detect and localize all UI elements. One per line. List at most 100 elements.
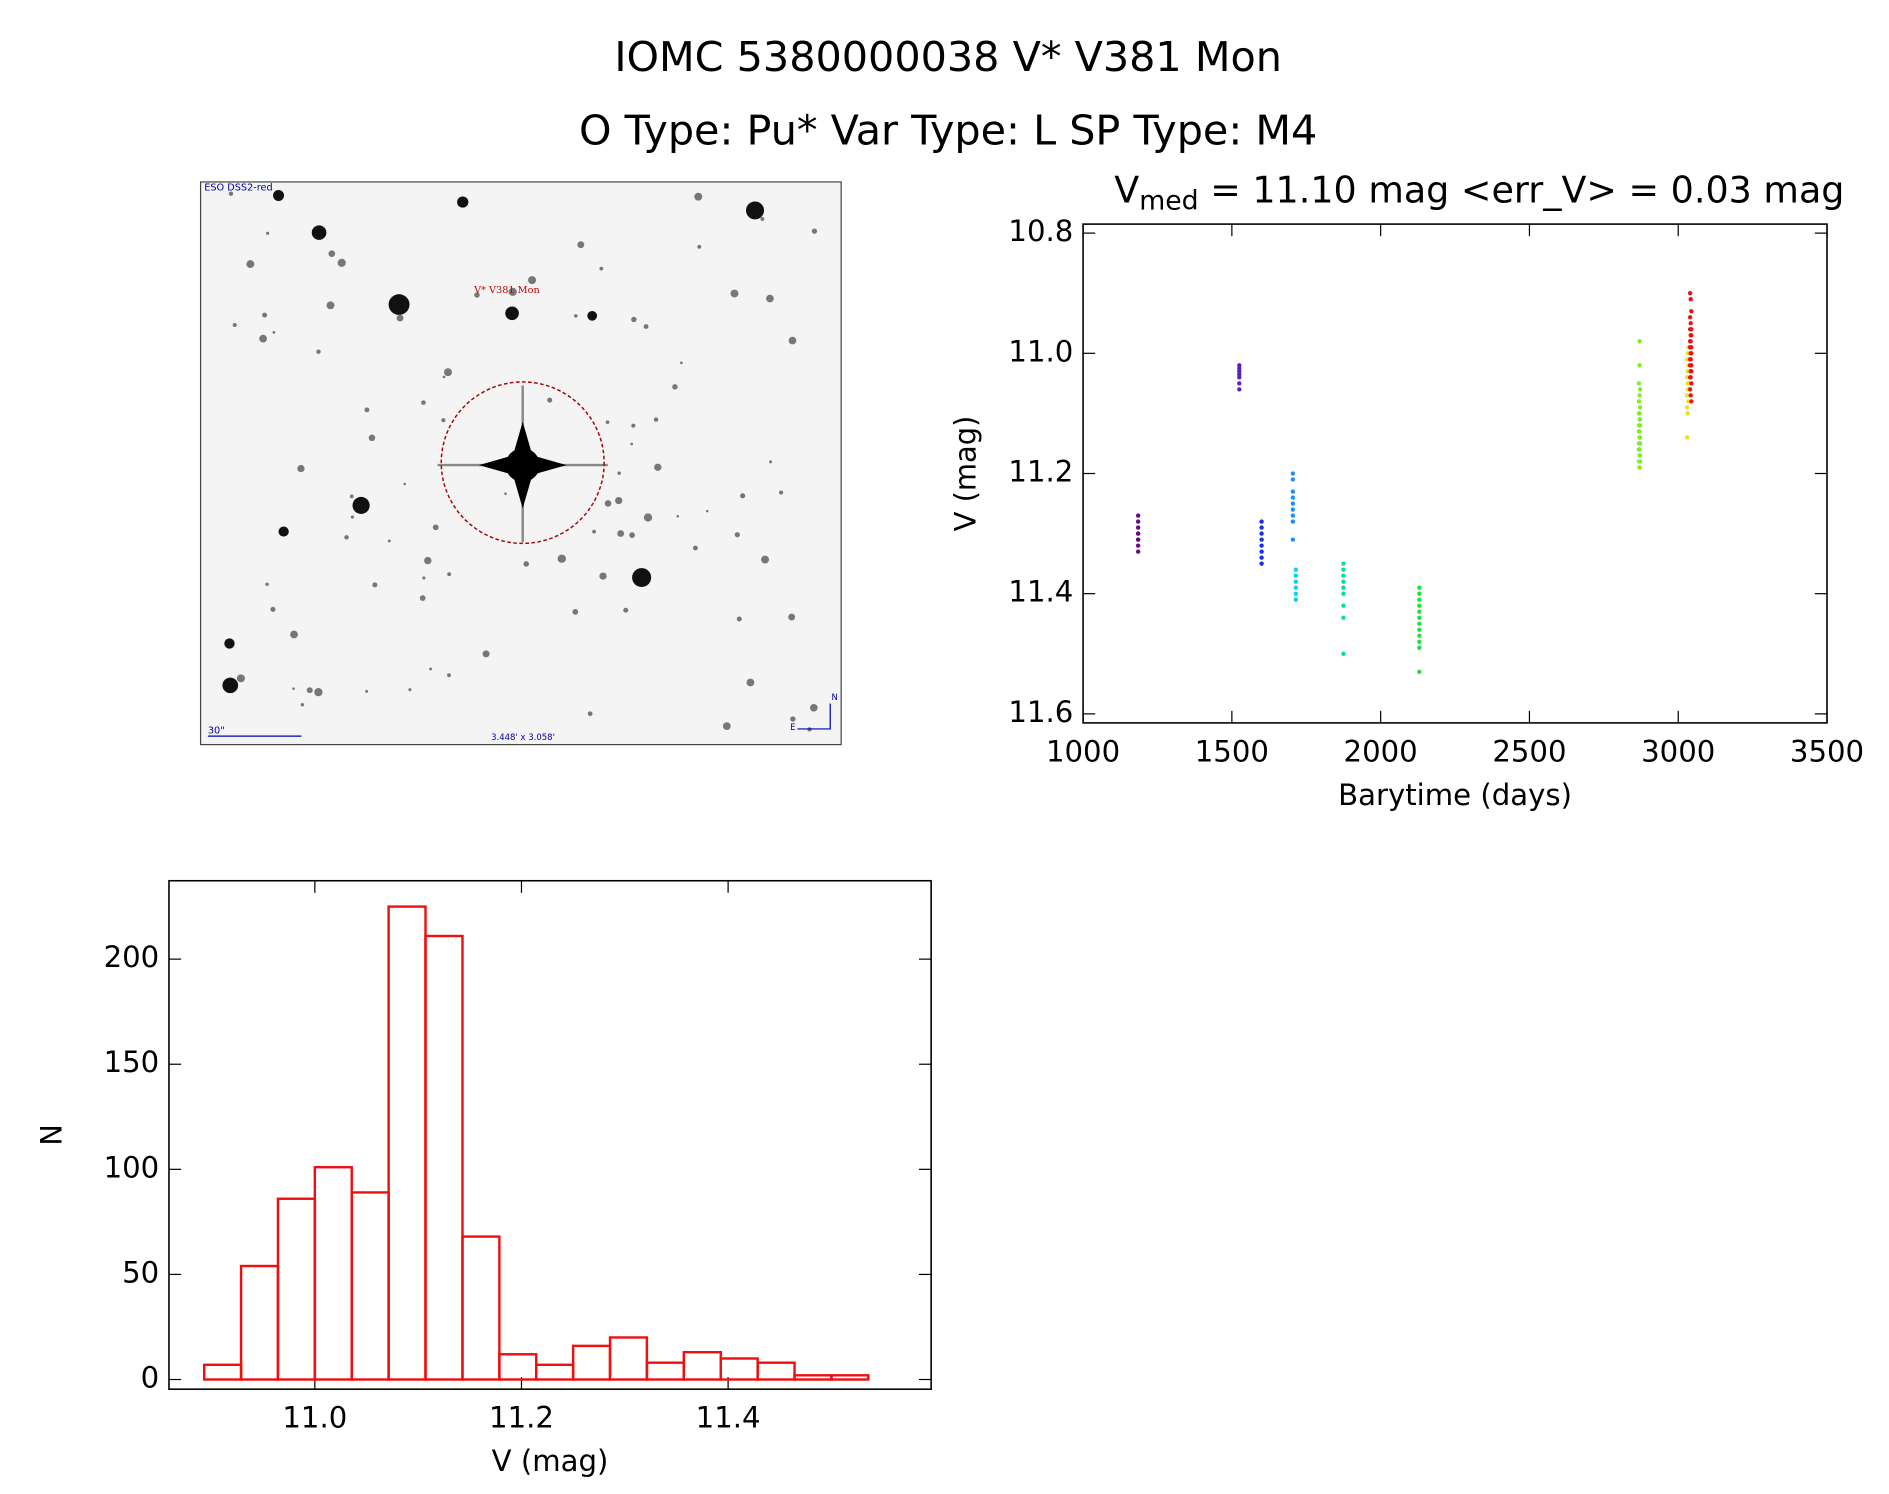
star (316, 349, 321, 354)
data-point (1417, 627, 1422, 632)
y-axis-label: V (mag) (949, 416, 983, 532)
data-point (1293, 591, 1299, 596)
data-point (1637, 393, 1642, 398)
x-tick-label: 11.2 (489, 1401, 554, 1435)
figure-subtitle: O Type: Pu* Var Type: L SP Type: M4 (579, 107, 1317, 155)
x-axis-label: V (mag) (492, 1444, 609, 1478)
star (337, 258, 346, 267)
star (447, 572, 452, 577)
data-point (1637, 459, 1643, 464)
data-point (1636, 399, 1642, 404)
data-point (1341, 591, 1346, 596)
data-point (1237, 375, 1242, 380)
star (441, 418, 446, 423)
star (297, 464, 305, 473)
data-point (1417, 621, 1422, 626)
data-point (1341, 585, 1346, 590)
x-tick-label: 3500 (1790, 735, 1864, 769)
y-tick-label: 200 (104, 940, 160, 974)
chart-title-part: = 11.10 mag <err_V> = 0.03 mag (1199, 169, 1845, 212)
image-scale: 30" (208, 726, 225, 737)
data-point (1341, 651, 1346, 656)
data-point (1135, 531, 1141, 536)
data-point (1636, 381, 1642, 386)
star (270, 606, 276, 612)
star (745, 201, 765, 220)
star (592, 529, 596, 534)
star (761, 555, 770, 564)
star (266, 231, 270, 235)
data-point (1417, 603, 1422, 608)
star (442, 375, 446, 379)
star (557, 554, 566, 563)
star (790, 716, 796, 722)
data-point (1259, 561, 1264, 566)
data-point (1237, 369, 1242, 374)
x-tick-label: 1000 (1046, 735, 1120, 769)
data-point (1637, 339, 1642, 344)
star (365, 689, 369, 693)
star (746, 678, 755, 687)
star (508, 287, 517, 296)
data-point (1237, 387, 1242, 392)
star (599, 266, 604, 271)
data-point (1637, 363, 1642, 368)
data-point (1685, 411, 1690, 416)
data-point (1135, 549, 1141, 554)
star (262, 312, 268, 318)
star (311, 225, 327, 240)
data-point (1417, 597, 1422, 602)
data-point (1135, 537, 1141, 542)
data-point (1135, 525, 1141, 530)
data-point (1290, 471, 1296, 476)
target-circle (440, 381, 605, 545)
star (222, 677, 239, 694)
data-point (1293, 567, 1299, 572)
data-point (1237, 363, 1242, 368)
y-tick-label: 11.6 (1008, 695, 1073, 729)
data-point (1259, 555, 1264, 560)
x-tick-label: 2000 (1344, 735, 1418, 769)
x-tick-label: 3000 (1641, 735, 1715, 769)
star (604, 500, 612, 507)
star (809, 703, 818, 712)
data-point (1341, 573, 1346, 578)
data-point (1687, 327, 1693, 332)
star (643, 324, 649, 329)
data-point (1688, 375, 1693, 380)
data-point (1687, 387, 1693, 392)
data-point (1689, 381, 1694, 386)
data-point (1259, 543, 1264, 548)
histogram-bar (830, 1374, 870, 1381)
data-point (1259, 549, 1264, 554)
data-point (1293, 597, 1299, 602)
data-point (1417, 615, 1422, 620)
star (422, 576, 426, 580)
data-point (1341, 603, 1346, 608)
y-tick-label: 11.0 (1008, 334, 1073, 368)
image-survey: ESO DSS2-red (204, 182, 272, 193)
plot-frame (168, 879, 932, 1390)
star (368, 434, 376, 442)
data-point (1684, 435, 1690, 440)
star (246, 260, 255, 268)
histogram-bar (424, 934, 464, 1381)
data-point (1417, 639, 1422, 644)
star (587, 711, 593, 717)
star (387, 539, 391, 543)
data-point (1290, 513, 1296, 518)
star (788, 336, 797, 345)
star (615, 496, 623, 505)
star (344, 535, 349, 540)
x-axis-label: Barytime (days) (1338, 778, 1572, 812)
star (629, 532, 635, 538)
star (328, 250, 336, 258)
star (408, 688, 412, 692)
sky-image: ESO DSS2-red V* V381 Mon 30" 3.448' x 3.058… (199, 181, 842, 746)
data-point (1637, 405, 1643, 410)
data-point (1685, 381, 1690, 386)
star (697, 244, 702, 249)
star (740, 493, 746, 499)
y-tick-label: 11.4 (1008, 575, 1073, 609)
chart-title: Vmed = 11.10 mag <err_V> = 0.03 mag (1114, 169, 1844, 217)
